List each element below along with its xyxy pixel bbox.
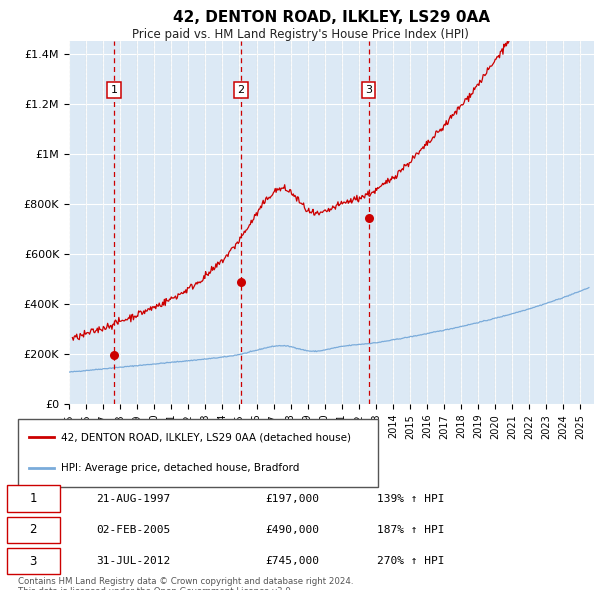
Text: 21-AUG-1997: 21-AUG-1997 — [97, 494, 171, 503]
FancyBboxPatch shape — [7, 548, 60, 575]
Title: 42, DENTON ROAD, ILKLEY, LS29 0AA: 42, DENTON ROAD, ILKLEY, LS29 0AA — [173, 10, 490, 25]
Text: 3: 3 — [29, 555, 37, 568]
Text: Price paid vs. HM Land Registry's House Price Index (HPI): Price paid vs. HM Land Registry's House … — [131, 28, 469, 41]
Text: £197,000: £197,000 — [265, 494, 319, 503]
Text: 2: 2 — [238, 86, 245, 95]
FancyBboxPatch shape — [7, 485, 60, 512]
Text: 2: 2 — [29, 523, 37, 536]
Text: Contains HM Land Registry data © Crown copyright and database right 2024.
This d: Contains HM Land Registry data © Crown c… — [18, 577, 353, 590]
Text: £745,000: £745,000 — [265, 556, 319, 566]
Text: 139% ↑ HPI: 139% ↑ HPI — [377, 494, 445, 503]
Text: 3: 3 — [365, 86, 372, 95]
Text: 42, DENTON ROAD, ILKLEY, LS29 0AA (detached house): 42, DENTON ROAD, ILKLEY, LS29 0AA (detac… — [61, 432, 351, 442]
Text: 31-JUL-2012: 31-JUL-2012 — [97, 556, 171, 566]
FancyBboxPatch shape — [18, 419, 378, 487]
Text: £490,000: £490,000 — [265, 525, 319, 535]
Text: HPI: Average price, detached house, Bradford: HPI: Average price, detached house, Brad… — [61, 463, 299, 473]
Text: 1: 1 — [29, 492, 37, 505]
Text: 187% ↑ HPI: 187% ↑ HPI — [377, 525, 445, 535]
Text: 02-FEB-2005: 02-FEB-2005 — [97, 525, 171, 535]
Text: 1: 1 — [110, 86, 118, 95]
FancyBboxPatch shape — [7, 516, 60, 543]
Text: 270% ↑ HPI: 270% ↑ HPI — [377, 556, 445, 566]
